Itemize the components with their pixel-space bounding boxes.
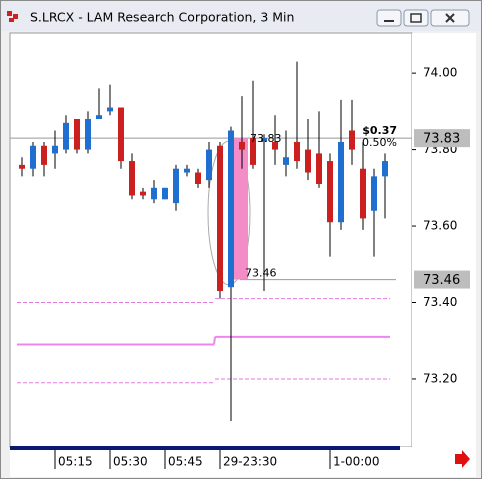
candle-body xyxy=(195,172,201,184)
candle-body xyxy=(294,141,300,162)
price-box-label: 73.46 xyxy=(423,273,460,288)
candle-body xyxy=(41,145,47,165)
x-tick-label: 05:30 xyxy=(113,455,148,469)
y-tick-label: 73.40 xyxy=(423,295,457,309)
candle-body xyxy=(151,187,157,200)
x-tick-label: 05:15 xyxy=(58,455,93,469)
range-label: 73.46 xyxy=(245,267,277,280)
range-label: 73.83 xyxy=(250,132,282,145)
candle-body xyxy=(239,141,245,150)
candle-body xyxy=(316,153,322,184)
candle-body xyxy=(162,187,168,200)
candle-body xyxy=(173,168,179,204)
candle-body xyxy=(184,168,190,173)
candle-body xyxy=(272,141,278,150)
candle-body xyxy=(327,161,333,223)
band-step xyxy=(213,336,216,345)
window-buttons[interactable] xyxy=(376,9,470,27)
candle-body xyxy=(305,149,311,173)
candle-body xyxy=(261,138,267,142)
candle-body xyxy=(52,145,58,154)
candle-body xyxy=(30,145,36,169)
candle-body xyxy=(96,115,102,120)
time-scrollbar[interactable] xyxy=(10,446,400,450)
candle-body xyxy=(63,122,69,150)
change-label: $0.37 xyxy=(362,124,397,137)
price-box xyxy=(414,270,470,289)
y-tick-label: 73.60 xyxy=(423,219,457,233)
candle-body xyxy=(349,130,355,150)
candle-body xyxy=(74,119,80,150)
candle-body xyxy=(338,141,344,223)
candle-body xyxy=(129,161,135,196)
time-axis xyxy=(10,447,476,477)
window-title: S.LRCX - LAM Research Corporation, 3 Min xyxy=(30,10,294,25)
scroll-right-arrow[interactable] xyxy=(455,450,470,468)
candle-body xyxy=(250,138,256,165)
candle-body xyxy=(382,161,388,177)
minimize-button[interactable] xyxy=(376,9,402,27)
candle-body xyxy=(217,145,223,292)
candle-body xyxy=(228,130,234,288)
y-tick-label: 73.20 xyxy=(423,371,457,385)
restore-button[interactable] xyxy=(403,9,429,27)
candle-body xyxy=(118,107,124,162)
percent-label: 0.50% xyxy=(362,136,397,149)
x-tick-label: 1-00:00 xyxy=(333,455,380,469)
range-highlight xyxy=(234,138,248,280)
candle-body xyxy=(283,157,289,165)
candle-body xyxy=(85,119,91,150)
price-axis xyxy=(412,33,476,447)
candle-body xyxy=(107,107,113,112)
app-icon xyxy=(7,11,18,22)
y-tick-label: 74.00 xyxy=(423,66,457,80)
price-box-label: 73.83 xyxy=(423,132,460,147)
price-box xyxy=(414,129,470,148)
x-tick-label: 05:45 xyxy=(168,455,203,469)
x-tick-label: 29-23:30 xyxy=(223,455,277,469)
candle-body xyxy=(206,149,212,181)
candle-body xyxy=(140,191,146,196)
candle-body xyxy=(19,164,25,169)
candle-body xyxy=(371,176,377,211)
candle-body xyxy=(360,168,366,219)
plot-area xyxy=(9,32,413,448)
